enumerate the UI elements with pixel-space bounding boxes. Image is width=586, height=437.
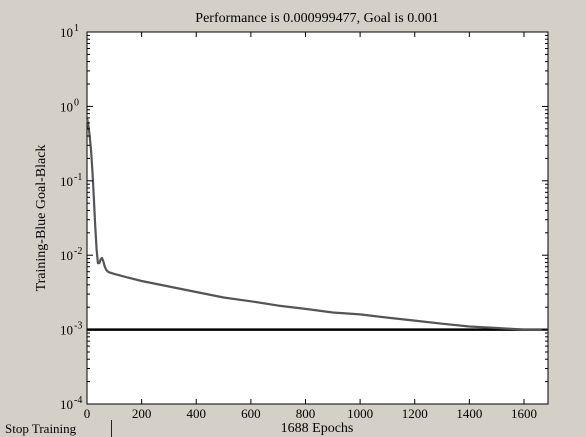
chart-title: Performance is 0.000999477, Goal is 0.00… <box>195 11 438 26</box>
y-tick-label: 10 <box>60 99 73 114</box>
x-tick-label: 1000 <box>347 406 373 421</box>
x-tick-label: 0 <box>84 406 91 421</box>
x-tick-label: 1600 <box>511 406 537 421</box>
y-tick-label: 10 <box>60 248 73 263</box>
training-curve <box>85 117 548 331</box>
y-tick-label: 10 <box>60 323 73 338</box>
y-tick-exponent: 1 <box>74 23 79 34</box>
y-tick-exponent: -4 <box>74 395 82 406</box>
x-tick-label: 200 <box>132 406 152 421</box>
y-tick-exponent: 0 <box>74 97 79 108</box>
y-axis-label: Training-Blue Goal-Black <box>34 145 49 292</box>
y-tick-label: 10 <box>60 397 73 412</box>
stop-training-button[interactable]: Stop Training <box>0 420 112 437</box>
y-tick-exponent: -1 <box>74 172 82 183</box>
x-tick-label: 1200 <box>402 406 428 421</box>
x-tick-label: 600 <box>241 406 261 421</box>
x-tick-label: 1400 <box>456 406 482 421</box>
y-tick-exponent: -3 <box>74 321 82 332</box>
x-axis-label: 1688 Epochs <box>281 421 354 436</box>
y-tick-label: 10 <box>60 25 73 40</box>
x-tick-label: 400 <box>186 406 206 421</box>
y-tick-label: 10 <box>60 174 73 189</box>
y-tick-exponent: -2 <box>74 246 82 257</box>
x-tick-label: 800 <box>296 406 316 421</box>
plot-area <box>86 31 549 405</box>
